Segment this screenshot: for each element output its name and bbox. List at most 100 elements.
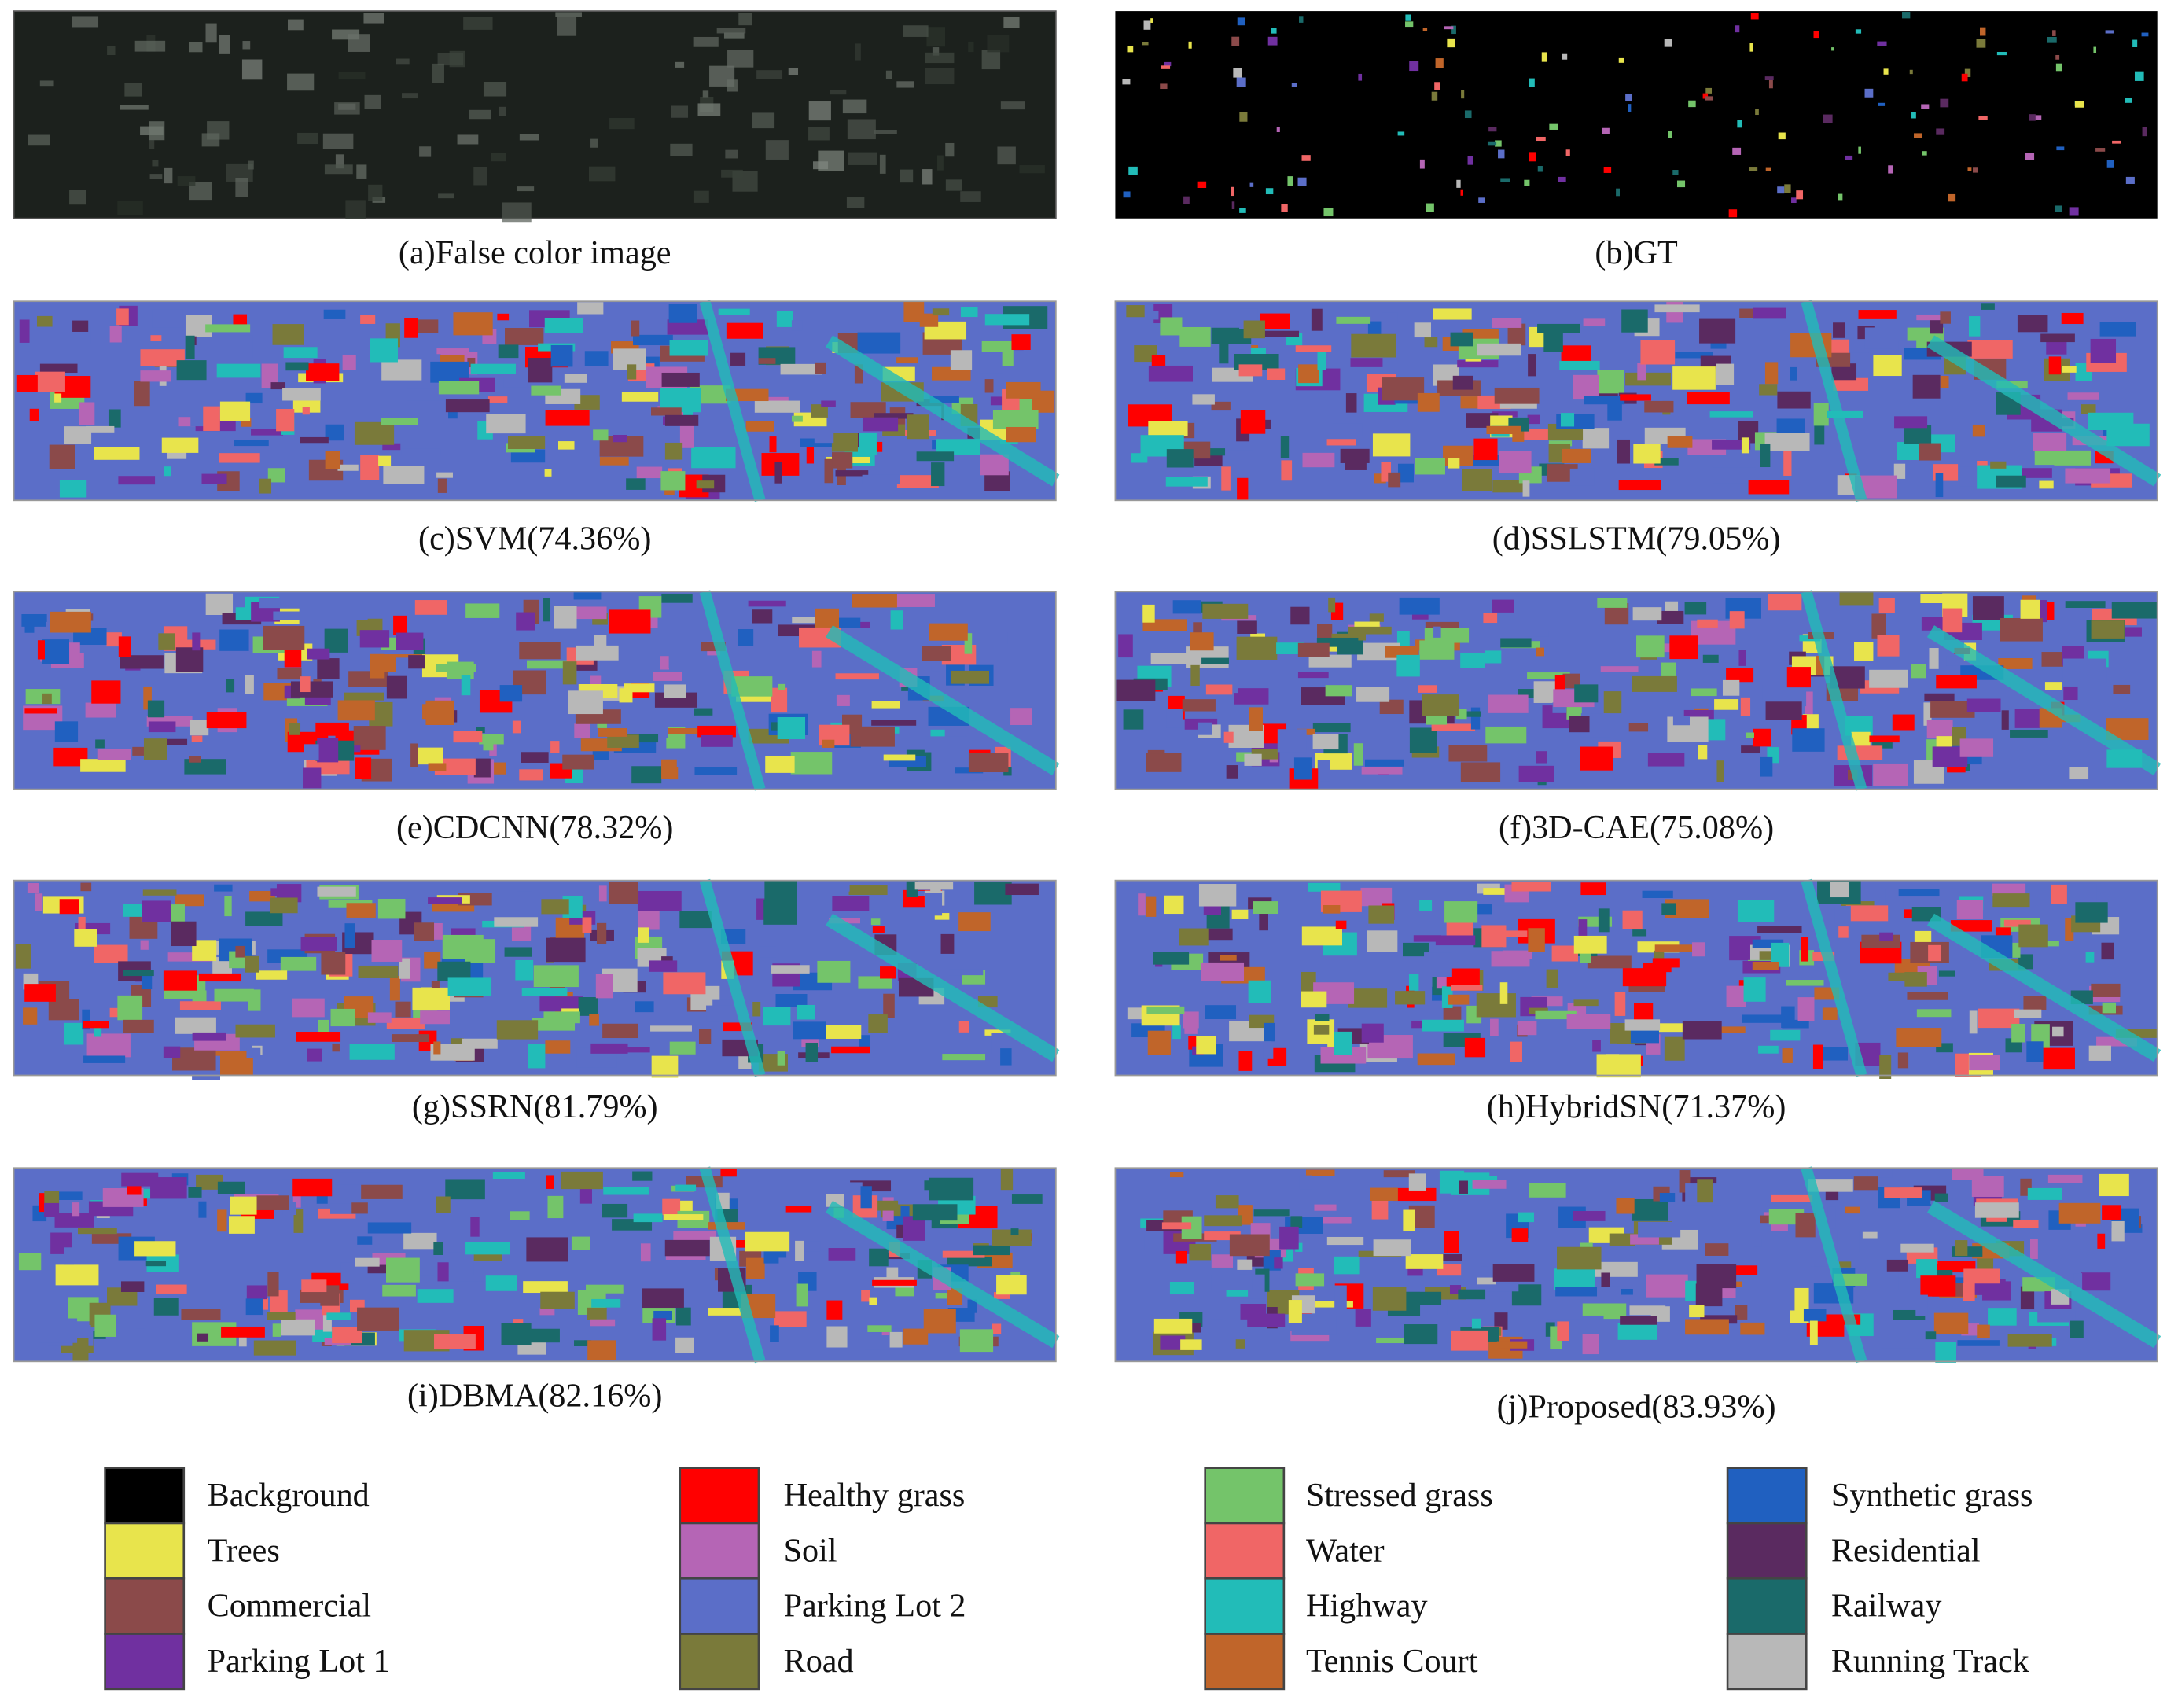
map-region bbox=[95, 739, 105, 749]
map-region bbox=[996, 1275, 1027, 1295]
map-region bbox=[824, 458, 834, 484]
map-region bbox=[292, 1178, 333, 1197]
map-region bbox=[981, 50, 1001, 70]
map-region bbox=[510, 1211, 530, 1220]
map-region bbox=[775, 994, 808, 1007]
map-region bbox=[796, 1283, 808, 1307]
map-region bbox=[653, 672, 682, 681]
map-region bbox=[1500, 178, 1510, 182]
map-region bbox=[1326, 1236, 1364, 1246]
map-region bbox=[1180, 1339, 1202, 1350]
legend-label: Tennis Court bbox=[1306, 1643, 1478, 1680]
map-region bbox=[226, 163, 253, 182]
map-region bbox=[2105, 30, 2114, 34]
map-region bbox=[1259, 911, 1268, 931]
map-region bbox=[1637, 363, 1646, 381]
map-region bbox=[246, 1285, 267, 1300]
map-region bbox=[791, 320, 803, 331]
map-region bbox=[228, 1216, 255, 1234]
map-region bbox=[1878, 598, 1895, 613]
map-region bbox=[1183, 196, 1190, 204]
map-region bbox=[53, 747, 88, 767]
map-region bbox=[2134, 71, 2144, 81]
map-region bbox=[1492, 480, 1524, 493]
map-region bbox=[877, 936, 886, 946]
map-region bbox=[133, 381, 150, 407]
map-region bbox=[1011, 1194, 1043, 1204]
map-region bbox=[1968, 316, 1981, 337]
map-region bbox=[1760, 756, 1773, 777]
map-region bbox=[1201, 962, 1245, 981]
map-region bbox=[430, 1252, 474, 1276]
map-region bbox=[1448, 745, 1488, 762]
map-region bbox=[1150, 18, 1154, 23]
map-region bbox=[1264, 1022, 1275, 1042]
map-region bbox=[196, 1174, 223, 1190]
map-region bbox=[940, 933, 955, 954]
map-region bbox=[192, 1032, 226, 1041]
map-region bbox=[108, 409, 121, 428]
map-region bbox=[1308, 882, 1341, 892]
map-region bbox=[1236, 77, 1246, 87]
map-region bbox=[637, 890, 682, 911]
map-region bbox=[1938, 970, 1955, 977]
map-region bbox=[1964, 68, 1971, 78]
map-region bbox=[545, 1040, 571, 1054]
map-region bbox=[2056, 146, 2065, 151]
map-region bbox=[587, 1307, 607, 1320]
map-region bbox=[1996, 51, 2007, 56]
map-road bbox=[1926, 1200, 2161, 1349]
map-region bbox=[1404, 1324, 1438, 1345]
map-region bbox=[54, 721, 79, 742]
legend-swatch bbox=[679, 1467, 760, 1525]
map-region bbox=[1122, 79, 1131, 85]
map-region bbox=[848, 885, 888, 896]
map-region bbox=[161, 437, 199, 453]
legend-swatch bbox=[1204, 1633, 1286, 1691]
map-region bbox=[651, 407, 682, 416]
classification-map bbox=[13, 1166, 1060, 1364]
map-region bbox=[1231, 186, 1234, 197]
map-region bbox=[1433, 626, 1441, 638]
map-region bbox=[1397, 131, 1405, 136]
map-region bbox=[2112, 140, 2121, 144]
map-region bbox=[304, 744, 319, 760]
map-region bbox=[1640, 340, 1676, 365]
map-region bbox=[188, 1187, 202, 1198]
map-region bbox=[408, 655, 425, 669]
map-region bbox=[24, 708, 57, 714]
map-region bbox=[2040, 333, 2075, 343]
map-region bbox=[306, 363, 340, 381]
map-region bbox=[1244, 753, 1262, 766]
map-region bbox=[752, 609, 773, 624]
map-region bbox=[1934, 1193, 1948, 1202]
map-region bbox=[1833, 377, 1869, 391]
map-region bbox=[626, 478, 646, 490]
map-region bbox=[2097, 1233, 2106, 1249]
classification-map bbox=[1115, 11, 2158, 219]
map-region bbox=[1867, 1169, 1893, 1178]
map-region bbox=[661, 759, 677, 779]
map-region bbox=[1250, 348, 1266, 356]
map-region bbox=[241, 418, 252, 427]
map-region bbox=[1127, 46, 1134, 53]
map-region bbox=[568, 690, 603, 715]
map-region bbox=[621, 392, 659, 402]
map-region bbox=[1460, 189, 1464, 196]
map-region bbox=[1161, 1222, 1192, 1230]
map-region bbox=[706, 720, 721, 730]
map-region bbox=[1153, 1318, 1193, 1334]
map-region bbox=[869, 1248, 889, 1267]
map-region bbox=[1900, 1243, 1934, 1253]
map-region bbox=[1184, 1025, 1198, 1034]
map-region bbox=[1175, 1250, 1187, 1264]
map-region bbox=[383, 466, 425, 484]
map-region bbox=[1632, 675, 1677, 692]
map-region bbox=[1492, 1264, 1535, 1282]
map-region bbox=[485, 1275, 517, 1291]
map-region bbox=[1536, 647, 1544, 657]
map-region bbox=[1498, 149, 1505, 159]
map-region bbox=[1010, 708, 1032, 725]
legend-swatch bbox=[104, 1522, 186, 1580]
